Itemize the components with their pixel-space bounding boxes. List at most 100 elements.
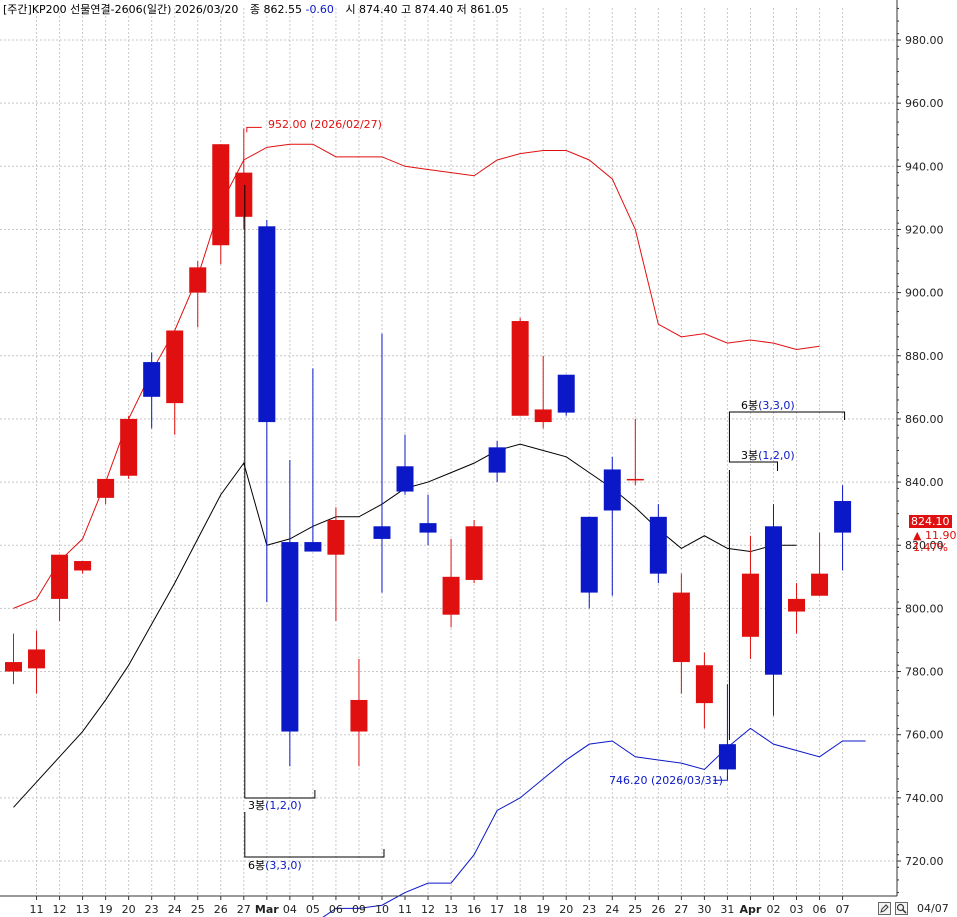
candle-body xyxy=(212,144,230,246)
x-tick-label: 24 xyxy=(605,903,619,916)
x-tick-label: 27 xyxy=(237,903,251,916)
candle-body xyxy=(304,542,322,552)
x-tick-label: 23 xyxy=(582,903,596,916)
candle xyxy=(718,684,736,779)
bong6-paren-right: (3,3,0) xyxy=(758,399,795,412)
candle-body xyxy=(350,699,368,732)
y-tick-label: 840.00 xyxy=(905,476,944,489)
candle-body xyxy=(5,662,22,672)
y-tick-label: 760.00 xyxy=(905,729,944,742)
price-change: ▲ 11.90 xyxy=(913,529,957,542)
candle-body xyxy=(373,526,391,539)
candle xyxy=(741,535,759,659)
candle-body xyxy=(235,172,253,217)
candle-body xyxy=(788,598,806,612)
candle-body xyxy=(603,469,621,511)
bollinger-bands xyxy=(13,143,866,917)
candle-body xyxy=(166,330,184,404)
x-tick-label: 05 xyxy=(306,903,320,916)
x-tick-label: 26 xyxy=(651,903,665,916)
header-ohl: 시 874.40 고 874.40 저 861.05 xyxy=(345,3,509,16)
candle-body xyxy=(695,665,713,704)
x-tick-label: 06 xyxy=(329,903,343,916)
candle-body xyxy=(465,526,483,580)
candle-body xyxy=(557,374,575,413)
candle xyxy=(166,330,184,435)
candle-body xyxy=(396,466,414,492)
candle xyxy=(834,485,852,571)
candle xyxy=(695,652,713,729)
candle xyxy=(28,630,46,694)
x-tick-label: Apr xyxy=(740,903,762,916)
candle-body xyxy=(281,542,299,732)
high-marker-leader xyxy=(246,126,262,133)
magnifier-icon xyxy=(896,903,907,914)
x-tick-label: 12 xyxy=(53,903,67,916)
candle xyxy=(764,504,782,716)
candle-body xyxy=(834,501,852,533)
candle xyxy=(649,504,667,584)
x-tick-label: 31 xyxy=(720,903,734,916)
x-tick-label: 23 xyxy=(145,903,159,916)
bong6-paren: (3,3,0) xyxy=(265,859,302,872)
y-tick-label: 820.00 xyxy=(905,539,944,552)
candle xyxy=(281,459,299,767)
candle-body xyxy=(741,573,759,637)
candle xyxy=(419,494,437,546)
y-tick-label: 980.00 xyxy=(905,34,944,47)
candle-body xyxy=(143,362,161,397)
x-tick-label: 07 xyxy=(836,903,850,916)
chart-header: [주간]KP200 선물연결-2606(일간) 2026/03/20 종 862… xyxy=(3,1,509,17)
x-tick-label: 10 xyxy=(375,903,389,916)
x-tick-label: 24 xyxy=(168,903,182,916)
candle-body xyxy=(626,478,644,481)
x-tick-label: Mar xyxy=(255,903,279,916)
y-tick-label: 780.00 xyxy=(905,666,944,679)
candle-body xyxy=(74,561,92,571)
candle-body xyxy=(488,447,506,473)
bong6-label-right: 6봉(3,3,0) xyxy=(741,399,795,412)
candle-body xyxy=(120,418,138,476)
bong3-label-left: 3봉(1,2,0) xyxy=(248,799,302,812)
y-tick-label: 860.00 xyxy=(905,413,944,426)
candle xyxy=(120,415,138,479)
period-brackets xyxy=(244,126,846,858)
last-date-label: 04/07 xyxy=(917,902,949,915)
x-tick-label: 25 xyxy=(191,903,205,916)
x-tick-label: 12 xyxy=(421,903,435,916)
candle-body xyxy=(51,554,69,599)
candle xyxy=(580,516,598,609)
header-change: -0.60 xyxy=(305,3,334,16)
candle-body xyxy=(649,516,667,574)
candle-body xyxy=(511,321,529,416)
candle-body xyxy=(718,744,736,770)
candle xyxy=(488,441,506,483)
x-tick-label: 11 xyxy=(30,903,44,916)
bong3-label-right: 3봉(1,2,0) xyxy=(741,449,795,462)
x-tick-label: 17 xyxy=(490,903,504,916)
x-tick-label: 26 xyxy=(214,903,228,916)
candle xyxy=(258,219,276,603)
candle xyxy=(603,456,621,596)
edit-button[interactable] xyxy=(878,902,891,915)
candle xyxy=(373,333,391,593)
header-prefix: [주간] xyxy=(3,3,32,16)
candle xyxy=(235,128,253,230)
candle-body xyxy=(97,478,115,498)
candle xyxy=(442,538,460,628)
bong6-bracket-right xyxy=(728,411,846,440)
candle xyxy=(626,418,644,486)
x-tick-label: 19 xyxy=(536,903,550,916)
low-annotation: 746.20 (2026/03/31) xyxy=(609,774,723,787)
y-tick-label: 940.00 xyxy=(905,160,944,173)
x-tick-label: 04 xyxy=(283,903,297,916)
y-tick-label: 920.00 xyxy=(905,223,944,236)
candle xyxy=(304,368,322,552)
candle xyxy=(396,434,414,495)
zoom-button[interactable] xyxy=(895,902,908,915)
x-tick-label: 02 xyxy=(766,903,780,916)
candle xyxy=(811,532,829,596)
bong3-paren-right: (1,2,0) xyxy=(758,449,795,462)
y-tick-label: 800.00 xyxy=(905,602,944,615)
y-tick-label: 720.00 xyxy=(905,855,944,868)
